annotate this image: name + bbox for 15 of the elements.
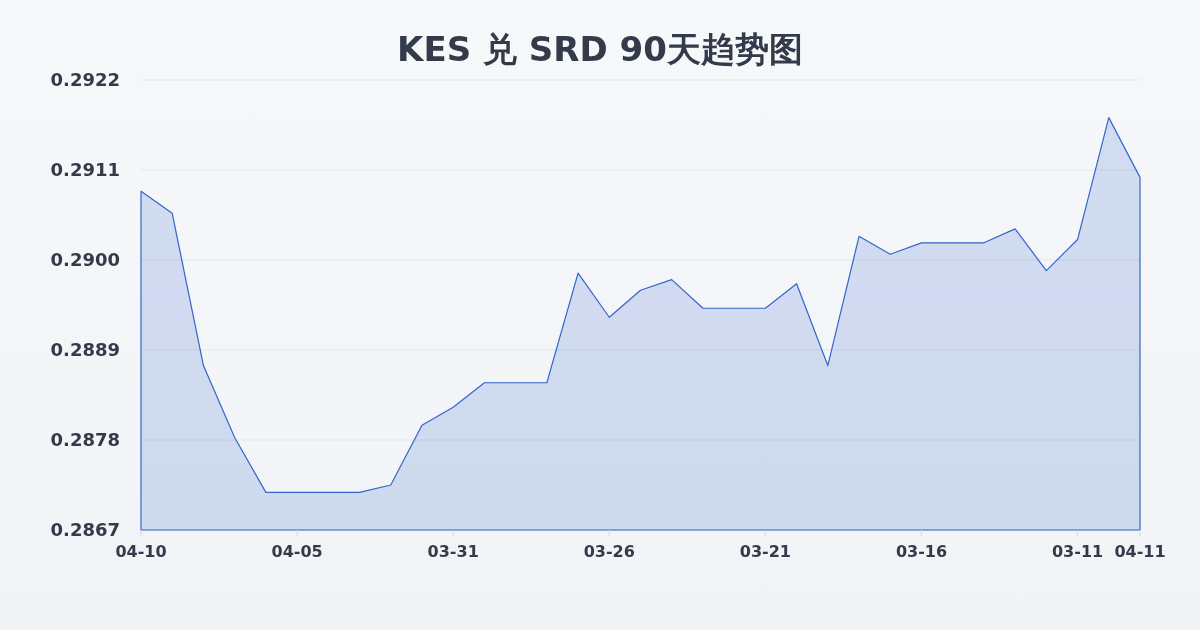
y-tick-label: 0.2867 — [50, 519, 120, 541]
x-tick-label: 03-21 — [739, 542, 791, 561]
y-tick-label: 0.2878 — [50, 429, 120, 451]
x-tick-label: 04-11 — [1114, 542, 1166, 561]
x-tick-label: 03-11 — [1051, 542, 1104, 561]
x-tick-label: 04-05 — [271, 542, 323, 561]
chart-title: KES 兑 SRD 90天趋势图 — [397, 29, 803, 69]
y-tick-label: 0.2911 — [50, 159, 120, 181]
y-tick-label: 0.2922 — [50, 69, 120, 91]
x-tick-label: 04-10 — [115, 542, 167, 561]
y-tick-label: 0.2889 — [50, 339, 120, 361]
x-tick-label: 03-16 — [895, 542, 948, 561]
x-tick-label: 03-31 — [427, 542, 479, 561]
x-tick-label: 03-26 — [583, 542, 635, 561]
y-tick-label: 0.2900 — [50, 249, 120, 271]
